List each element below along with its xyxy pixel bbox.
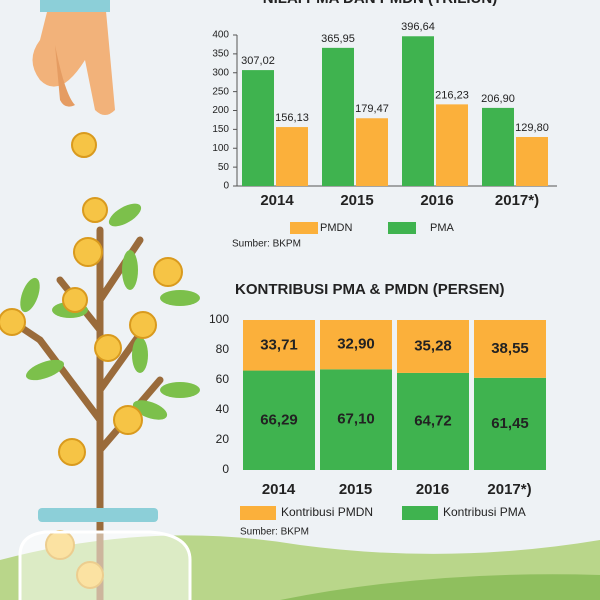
bar bbox=[242, 70, 274, 186]
legend-swatch bbox=[388, 222, 416, 234]
value-label: 396,64 bbox=[401, 21, 435, 33]
y-tick-label: 60 bbox=[216, 372, 230, 386]
value-label: 32,90 bbox=[337, 336, 375, 353]
y-tick-label: 350 bbox=[212, 49, 229, 60]
bar bbox=[276, 127, 308, 186]
value-label: 206,90 bbox=[481, 93, 515, 105]
bar bbox=[402, 36, 434, 186]
y-tick-label: 50 bbox=[218, 162, 230, 173]
y-tick-label: 20 bbox=[216, 432, 230, 446]
value-label: 64,72 bbox=[414, 412, 452, 429]
value-label: 67,10 bbox=[337, 411, 375, 428]
value-label: 156,13 bbox=[275, 112, 309, 124]
value-label: 66,29 bbox=[260, 411, 298, 428]
bar bbox=[356, 118, 388, 186]
y-tick-label: 80 bbox=[216, 342, 230, 356]
charts: NILAI PMA DAN PMDN (TRILIUN)050100150200… bbox=[209, 0, 557, 538]
y-tick-label: 300 bbox=[212, 67, 229, 78]
y-tick-label: 250 bbox=[212, 86, 229, 97]
y-tick-label: 0 bbox=[222, 462, 229, 476]
x-tick-label: 2014 bbox=[260, 192, 294, 209]
bar bbox=[482, 107, 514, 186]
bar bbox=[243, 320, 315, 371]
jar bbox=[18, 508, 192, 600]
x-tick-label: 2017*) bbox=[487, 481, 531, 498]
y-tick-label: 100 bbox=[209, 312, 229, 326]
bar bbox=[397, 320, 469, 373]
hill-front bbox=[280, 574, 600, 600]
x-tick-label: 2015 bbox=[339, 481, 372, 498]
value-label: 307,02 bbox=[241, 55, 275, 67]
value-label: 61,45 bbox=[491, 415, 529, 432]
legend-label: PMA bbox=[430, 222, 455, 234]
legend-label: Kontribusi PMDN bbox=[281, 505, 373, 519]
x-tick-label: 2015 bbox=[340, 192, 373, 209]
y-tick-label: 100 bbox=[212, 143, 229, 154]
bar bbox=[474, 320, 546, 378]
bar bbox=[243, 370, 315, 470]
x-tick-label: 2016 bbox=[416, 481, 449, 498]
x-tick-label: 2017*) bbox=[495, 192, 539, 209]
value-label: 129,80 bbox=[515, 122, 549, 134]
source-note: Sumber: BKPM bbox=[232, 239, 301, 250]
legend-swatch bbox=[290, 222, 318, 234]
chart-title: KONTRIBUSI PMA & PMDN (PERSEN) bbox=[235, 281, 504, 298]
value-label: 365,95 bbox=[321, 33, 355, 45]
y-tick-label: 40 bbox=[216, 402, 230, 416]
bar bbox=[436, 104, 468, 186]
bar bbox=[474, 377, 546, 470]
value-label: 33,71 bbox=[260, 336, 298, 353]
y-tick-label: 200 bbox=[212, 105, 229, 116]
bar bbox=[320, 369, 392, 470]
legend-swatch bbox=[402, 506, 438, 520]
y-tick-label: 400 bbox=[212, 30, 229, 41]
hand bbox=[32, 0, 115, 115]
value-label: 35,28 bbox=[414, 337, 452, 354]
x-tick-label: 2014 bbox=[262, 481, 296, 498]
y-tick-label: 150 bbox=[212, 124, 229, 135]
bar bbox=[320, 320, 392, 370]
bar bbox=[397, 372, 469, 470]
value-label: 38,55 bbox=[491, 340, 529, 357]
bar bbox=[516, 137, 548, 186]
y-tick-label: 0 bbox=[223, 181, 229, 192]
legend-label: Kontribusi PMA bbox=[443, 505, 526, 519]
source-note: Sumber: BKPM bbox=[240, 527, 309, 538]
value-label: 179,47 bbox=[355, 103, 389, 115]
value-label: 216,23 bbox=[435, 89, 469, 101]
chart-title: NILAI PMA DAN PMDN (TRILIUN) bbox=[263, 0, 497, 7]
bar bbox=[322, 47, 354, 186]
x-tick-label: 2016 bbox=[420, 192, 453, 209]
legend-label: PMDN bbox=[320, 222, 352, 234]
legend-swatch bbox=[240, 506, 276, 520]
